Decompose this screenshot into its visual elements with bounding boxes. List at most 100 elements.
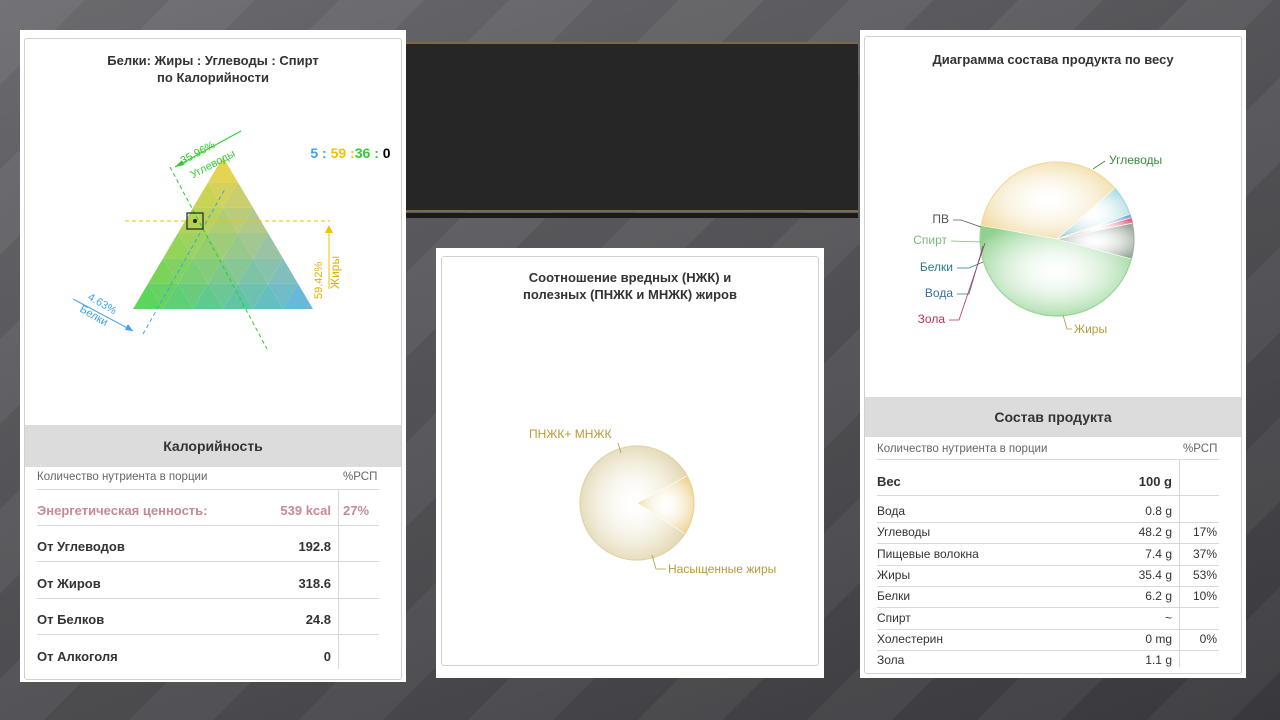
triangle-cell bbox=[163, 283, 193, 309]
triangle-cell bbox=[223, 283, 253, 309]
ratio-sep3: : bbox=[370, 145, 383, 161]
composition-row-label: Зола bbox=[877, 653, 905, 668]
composition-row-value: 0.8 g bbox=[1145, 504, 1172, 518]
pie-leader-line bbox=[953, 219, 982, 228]
carbs-arrow bbox=[174, 130, 242, 168]
fats-title-line2: полезных (ПНЖК и МНЖК) жиров bbox=[523, 287, 737, 302]
fats-title-line1: Соотношение вредных (НЖК) и bbox=[528, 270, 732, 285]
triangle-cell bbox=[208, 233, 238, 259]
pie-label: Жиры bbox=[1074, 322, 1107, 336]
triangle-cell bbox=[223, 233, 253, 259]
ternary-chart: 35.96% Углеводы 59.42% Жиры 4.63% Белки bbox=[72, 130, 342, 350]
triangle-cell bbox=[193, 207, 223, 233]
triangle-cell bbox=[208, 207, 238, 233]
composition-row-pct: 17% bbox=[1192, 525, 1217, 540]
pie-label: Углеводы bbox=[1109, 153, 1162, 167]
fat-axis-label: Жиры bbox=[328, 256, 342, 289]
triangle-title-line1: Белки: Жиры : Углеводы : Спирт bbox=[107, 53, 319, 68]
composition-row-value: 35.4 g bbox=[1138, 567, 1172, 582]
divider bbox=[877, 522, 1219, 523]
pie-slice-edge bbox=[1130, 223, 1135, 260]
composition-row-label: Углеводы bbox=[877, 525, 931, 540]
triangle-cell bbox=[193, 182, 223, 208]
composition-row-value: 6.2 g bbox=[1145, 589, 1172, 604]
triangle-cell bbox=[253, 233, 283, 259]
divider bbox=[877, 607, 1219, 609]
triangle-cell bbox=[148, 258, 178, 284]
divider bbox=[877, 564, 1219, 566]
ratio-sep2: : bbox=[346, 145, 355, 161]
divider bbox=[877, 543, 1219, 545]
pie-leader-line bbox=[617, 442, 622, 454]
weight-chart-frame: Диаграмма состава продукта по весу Углев… bbox=[864, 36, 1242, 674]
fats-chart-title: Соотношение вредных (НЖК) и полезных (ПН… bbox=[442, 269, 818, 303]
composition-row-label: Вода bbox=[877, 504, 906, 518]
calorie-row-value: 24.8 bbox=[305, 612, 331, 627]
triangle-cell bbox=[193, 258, 223, 284]
composition-row-pct: 10% bbox=[1192, 589, 1217, 604]
calorie-section-header: Калорийность bbox=[25, 425, 401, 467]
calorie-row-value: 318.6 bbox=[298, 575, 331, 591]
triangle-cell bbox=[238, 233, 268, 259]
divider bbox=[877, 495, 1219, 496]
weight-chart-title: Диаграмма состава продукта по весу bbox=[932, 52, 1174, 67]
triangle-cell bbox=[208, 283, 238, 309]
pie-label: Спирт bbox=[913, 233, 947, 247]
triangle-cell bbox=[238, 258, 268, 284]
divider bbox=[877, 649, 1219, 651]
ratio-carbs: 36 bbox=[354, 145, 371, 161]
fats-pie-chart: ПНЖК+ МНЖК Насыщенные жиры bbox=[529, 427, 776, 576]
calorie-row-label: От Белков bbox=[37, 612, 105, 627]
composition-row-value: ~ bbox=[1164, 610, 1172, 625]
pie-label: Белки bbox=[920, 260, 953, 274]
composition-row-label: Белки bbox=[877, 589, 911, 604]
calorie-row-label: От Жиров bbox=[37, 575, 101, 591]
ratio-readout: 5 : 59 :36 : 0 bbox=[287, 129, 390, 177]
dark-banner bbox=[406, 42, 858, 218]
pie-slice-edge bbox=[579, 445, 688, 561]
triangle-cell bbox=[148, 283, 178, 309]
triangle-cell bbox=[163, 258, 193, 284]
pie-leader-line bbox=[651, 554, 666, 570]
energy-value: 539 kcal bbox=[280, 503, 331, 518]
composition-row-pct: 0% bbox=[1199, 631, 1217, 646]
pie-leader-line bbox=[957, 261, 984, 269]
triangle-cell bbox=[133, 283, 163, 309]
composition-row-pct: 37% bbox=[1192, 546, 1217, 561]
energy-label: Энергетическая ценность: bbox=[37, 503, 208, 518]
calorie-row-value: 0 bbox=[323, 648, 331, 664]
fat-pct-label: 59.42% bbox=[313, 261, 325, 299]
triangle-panel: Белки: Жиры : Углеводы : Спирт по Калори… bbox=[20, 30, 406, 682]
triangle-cell bbox=[163, 233, 193, 259]
point-marker bbox=[186, 212, 204, 230]
point-dot bbox=[193, 219, 197, 223]
composition-row-value: 48.2 g bbox=[1138, 525, 1172, 540]
pie-leader-line bbox=[949, 242, 986, 321]
protein-arrow bbox=[72, 298, 134, 332]
col-divider bbox=[1179, 459, 1180, 667]
pie-slice-edge bbox=[980, 161, 1116, 226]
composition-row-label: Жиры bbox=[877, 567, 911, 582]
composition-row-label: Спирт bbox=[877, 610, 911, 625]
composition-row-value: 7.4 g bbox=[1145, 546, 1172, 561]
triangle-cell bbox=[178, 207, 208, 233]
triangle-cell bbox=[238, 283, 268, 309]
triangle-chart-frame: Белки: Жиры : Углеводы : Спирт по Калори… bbox=[24, 38, 402, 680]
pie-label: Вода bbox=[925, 286, 953, 300]
divider bbox=[37, 561, 379, 562]
divider bbox=[877, 628, 1219, 630]
divider bbox=[37, 489, 379, 490]
composition-row-value: 1.1 g bbox=[1145, 653, 1172, 668]
calorie-col-label: Количество нутриента в порции bbox=[37, 471, 208, 483]
fats-chart-frame: Соотношение вредных (НЖК) и полезных (ПН… bbox=[441, 256, 819, 666]
pie-slice-edge bbox=[979, 225, 1132, 317]
ratio-sep1: : bbox=[318, 145, 331, 161]
divider bbox=[877, 459, 1219, 460]
pie-label: Насыщенные жиры bbox=[668, 562, 776, 576]
composition-row-label: Холестерин bbox=[877, 631, 943, 646]
triangle-cell bbox=[253, 283, 283, 309]
triangle-cell bbox=[178, 283, 208, 309]
triangle-cell bbox=[193, 233, 223, 259]
composition-col-label: Количество нутриента в порции bbox=[877, 443, 1048, 455]
carbs-guide-line bbox=[169, 166, 268, 350]
